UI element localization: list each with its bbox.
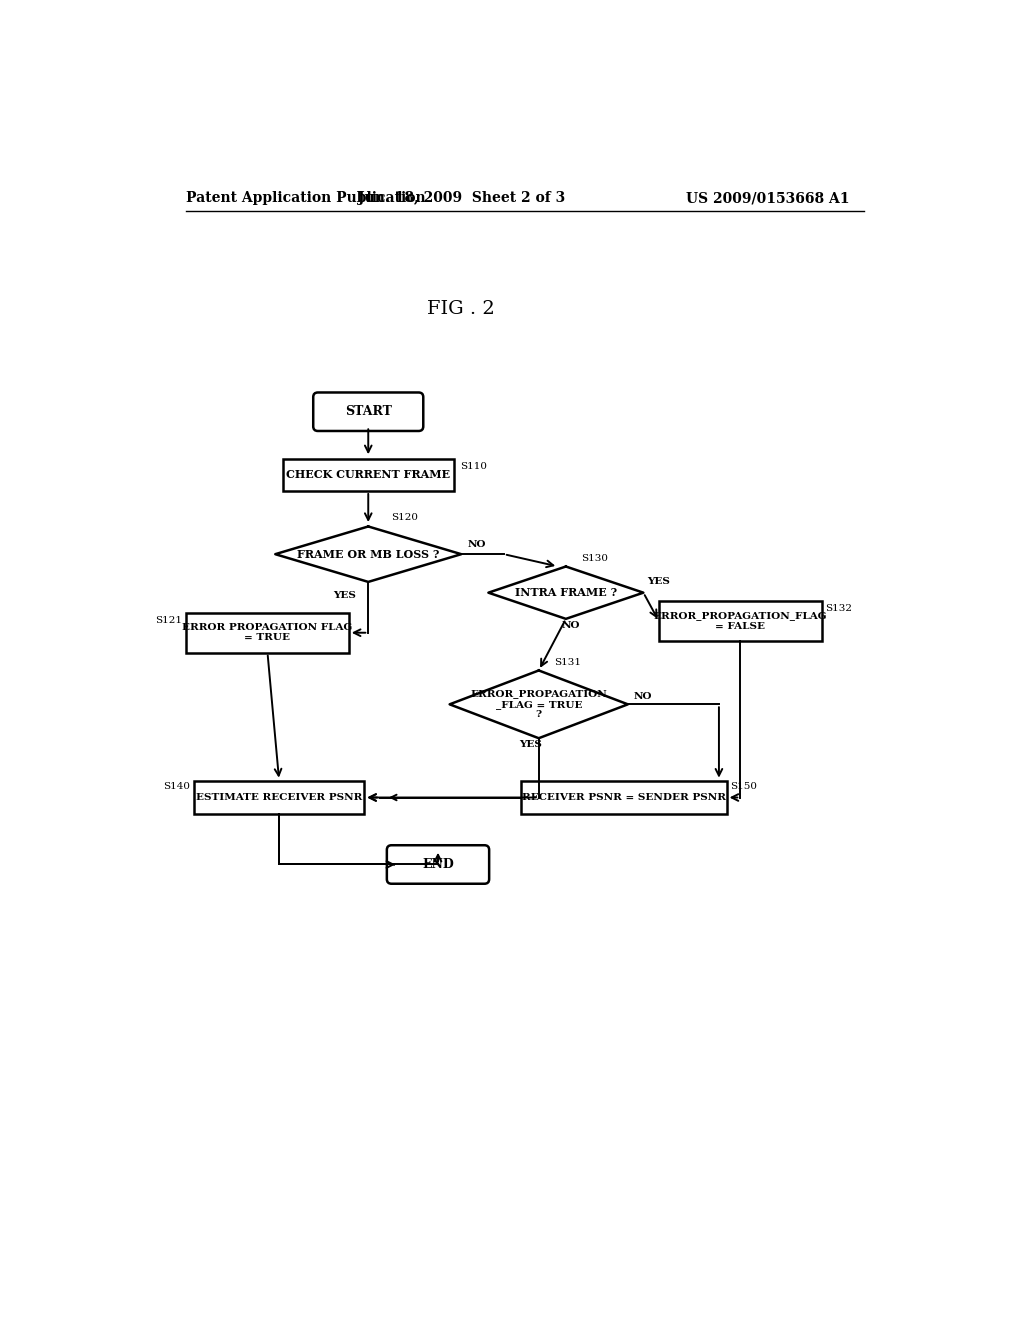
Polygon shape	[275, 527, 461, 582]
Text: YES: YES	[519, 741, 543, 748]
Bar	[521, 780, 727, 814]
Polygon shape	[488, 566, 643, 619]
Text: YES: YES	[647, 577, 670, 586]
Bar	[194, 780, 365, 814]
Text: ERROR_PROPAGATION
_FLAG = TRUE
?: ERROR_PROPAGATION _FLAG = TRUE ?	[470, 689, 607, 719]
Text: Patent Application Publication: Patent Application Publication	[186, 191, 426, 206]
Text: FIG . 2: FIG . 2	[427, 300, 496, 318]
Text: ESTIMATE RECEIVER PSNR: ESTIMATE RECEIVER PSNR	[196, 793, 362, 803]
Text: US 2009/0153668 A1: US 2009/0153668 A1	[686, 191, 850, 206]
Text: END: END	[422, 858, 454, 871]
Text: INTRA FRAME ?: INTRA FRAME ?	[515, 587, 616, 598]
Text: S121: S121	[156, 616, 182, 624]
Text: NO: NO	[634, 692, 652, 701]
Text: S120: S120	[391, 512, 419, 521]
Text: S140: S140	[163, 783, 189, 791]
Text: FRAME OR MB LOSS ?: FRAME OR MB LOSS ?	[297, 549, 439, 560]
Text: NO: NO	[467, 540, 486, 549]
FancyBboxPatch shape	[387, 845, 489, 884]
Text: Jun. 18, 2009  Sheet 2 of 3: Jun. 18, 2009 Sheet 2 of 3	[357, 191, 565, 206]
Text: CHECK CURRENT FRAME: CHECK CURRENT FRAME	[286, 470, 451, 480]
FancyBboxPatch shape	[313, 392, 423, 430]
Polygon shape	[450, 671, 628, 738]
Text: S110: S110	[460, 462, 486, 471]
Text: S130: S130	[582, 554, 608, 564]
Text: S132: S132	[825, 605, 853, 614]
Bar	[186, 612, 349, 653]
Text: ERROR PROPAGATION FLAG
= TRUE: ERROR PROPAGATION FLAG = TRUE	[182, 623, 352, 643]
Text: ERROR_PROPAGATION_FLAG
= FALSE: ERROR_PROPAGATION_FLAG = FALSE	[653, 611, 827, 631]
Text: RECEIVER PSNR = SENDER PSNR: RECEIVER PSNR = SENDER PSNR	[522, 793, 726, 803]
Bar	[283, 459, 454, 491]
Text: S150: S150	[730, 783, 758, 791]
Text: START: START	[345, 405, 392, 418]
Text: YES: YES	[334, 591, 356, 601]
Text: S131: S131	[554, 659, 582, 667]
Bar	[658, 601, 821, 642]
Text: NO: NO	[562, 620, 581, 630]
